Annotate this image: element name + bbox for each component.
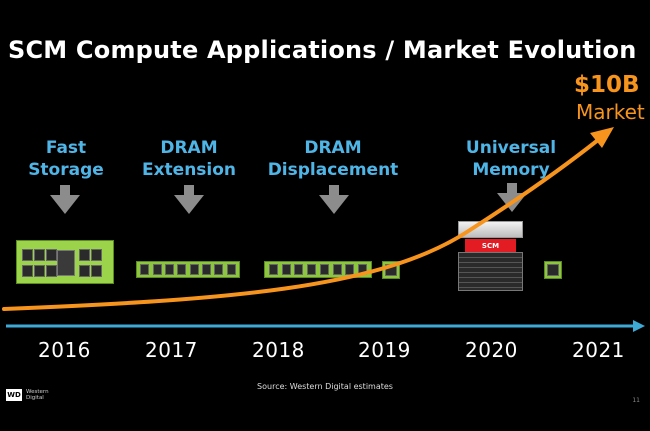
pcie-card-icon [16,240,114,284]
dimm-module-icon [264,261,372,278]
server-label: SCM [465,239,516,252]
server-icon: SCM [458,221,523,291]
phase-line-2: Displacement [267,160,399,180]
phase-line-2: Extension [141,160,237,180]
page-title: SCM Compute Applications / Market Evolut… [8,36,637,64]
phase-line-2: Memory [472,160,550,180]
company-logo: WD Western Digital [6,389,49,401]
page-number: 11 [632,397,640,404]
market-value: $10B [574,72,640,98]
market-label: Market [576,100,645,124]
phase-line-2: Storage [28,160,104,180]
phase-line-1: DRAM [304,138,362,158]
timeline-arrowhead-icon [633,320,645,332]
phase-dram-displacement: DRAM Displacement [260,137,406,181]
memory-chip-icon [544,261,562,279]
year-label: 2017 [145,338,198,362]
year-label: 2020 [465,338,518,362]
year-label: 2021 [572,338,625,362]
logo-line-2: Digital [26,395,44,401]
logo-badge: WD [6,389,22,401]
year-label: 2019 [358,338,411,362]
dimm-module-icon [136,261,240,278]
phase-fast-storage: Fast Storage [18,137,114,181]
phase-line-1: Universal [465,138,557,158]
year-label: 2016 [38,338,91,362]
year-label: 2018 [252,338,305,362]
phase-dram-extension: DRAM Extension [134,137,244,181]
phase-universal-memory: Universal Memory [458,137,564,181]
market-growth-curve [2,138,600,311]
source-note: Source: Western Digital estimates [257,382,393,391]
logo-text: Western Digital [26,389,49,401]
phase-line-1: Fast [45,138,87,158]
curve-arrowhead-icon [590,127,614,148]
phase-line-1: DRAM [160,138,218,158]
logo-line-1: Western [26,389,49,395]
